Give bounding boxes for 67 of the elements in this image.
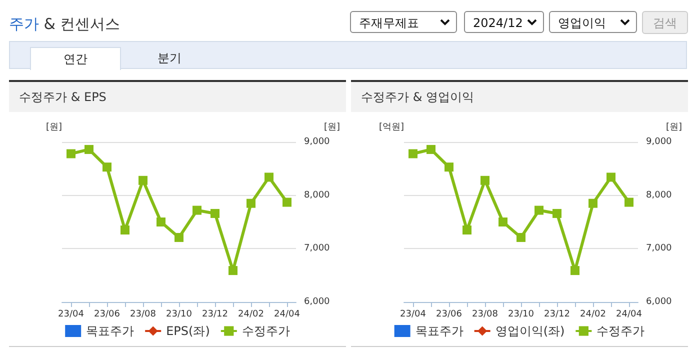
y2-tick-label: 9,000 [304, 137, 330, 147]
point [462, 226, 472, 234]
chart-title: 수정주가 & 영업이익 [351, 80, 688, 112]
legend-label: 영업이익(좌) [495, 324, 565, 338]
point [516, 232, 526, 242]
point [282, 198, 292, 207]
legend-label: 수정주가 [596, 324, 645, 338]
text: 영업이익 [549, 11, 637, 33]
point [264, 172, 274, 182]
x-tick-label: 23/12 [202, 310, 228, 320]
point [624, 198, 634, 207]
point [588, 198, 598, 208]
x-tick-label: 24/02 [238, 310, 264, 320]
x-tick-label: 24/04 [274, 310, 300, 320]
legend-label: EPS(좌) [166, 324, 210, 338]
point [246, 198, 256, 208]
point [174, 232, 184, 242]
chart-title: 수정주가 & EPS [9, 80, 346, 112]
point [102, 162, 112, 172]
x-tick-label: 23/10 [508, 310, 534, 320]
point [210, 208, 220, 218]
legend-label: 목표주가 [415, 324, 464, 338]
x-tick-label: 23/04 [58, 310, 84, 320]
x-tick-label: 23/06 [436, 310, 462, 320]
point [444, 162, 454, 172]
point [66, 149, 76, 158]
text: 주재무제표 [350, 11, 457, 33]
y2-tick-label: 7,000 [646, 244, 672, 254]
point [570, 266, 580, 276]
x-tick-label: 24/04 [616, 310, 642, 320]
x-tick-label: 24/02 [580, 310, 606, 320]
text: 검색 [642, 11, 688, 34]
y-axis-title: [억원] [378, 122, 404, 132]
text: 주가 & 컨센서스 [9, 15, 120, 34]
y-axis-title: [원] [46, 122, 62, 132]
x-tick-label: 23/08 [472, 310, 498, 320]
y2-tick-label: 9,000 [646, 137, 672, 147]
point [534, 206, 544, 215]
x-tick-label: 23/08 [130, 310, 156, 320]
point [228, 266, 238, 276]
y2-tick-label: 6,000 [646, 297, 672, 307]
point [120, 226, 130, 234]
x-tick-label: 23/10 [166, 310, 192, 320]
point [138, 176, 148, 185]
point [408, 149, 418, 158]
y2-tick-label: 7,000 [304, 244, 330, 254]
point [192, 206, 202, 215]
x-tick-label: 23/04 [400, 310, 426, 320]
text: 2024/12 [464, 11, 544, 33]
y2-tick-label: 8,000 [646, 190, 672, 200]
y2-axis-title: [원] [324, 122, 340, 132]
legend-label: 수정주가 [242, 324, 290, 338]
point [498, 218, 508, 226]
x-tick-label: 23/12 [544, 310, 570, 320]
legend-label: 목표주가 [86, 324, 134, 338]
point [606, 172, 616, 182]
text: 연간 [30, 47, 121, 70]
point [84, 144, 94, 154]
point [552, 208, 562, 218]
y2-tick-label: 8,000 [304, 190, 330, 200]
point [480, 176, 490, 185]
point [156, 218, 166, 226]
point [426, 144, 436, 154]
text: 분기 [156, 50, 182, 67]
x-tick-label: 23/06 [94, 310, 120, 320]
y2-axis-title: [원] [666, 122, 682, 132]
y2-tick-label: 6,000 [304, 297, 330, 307]
